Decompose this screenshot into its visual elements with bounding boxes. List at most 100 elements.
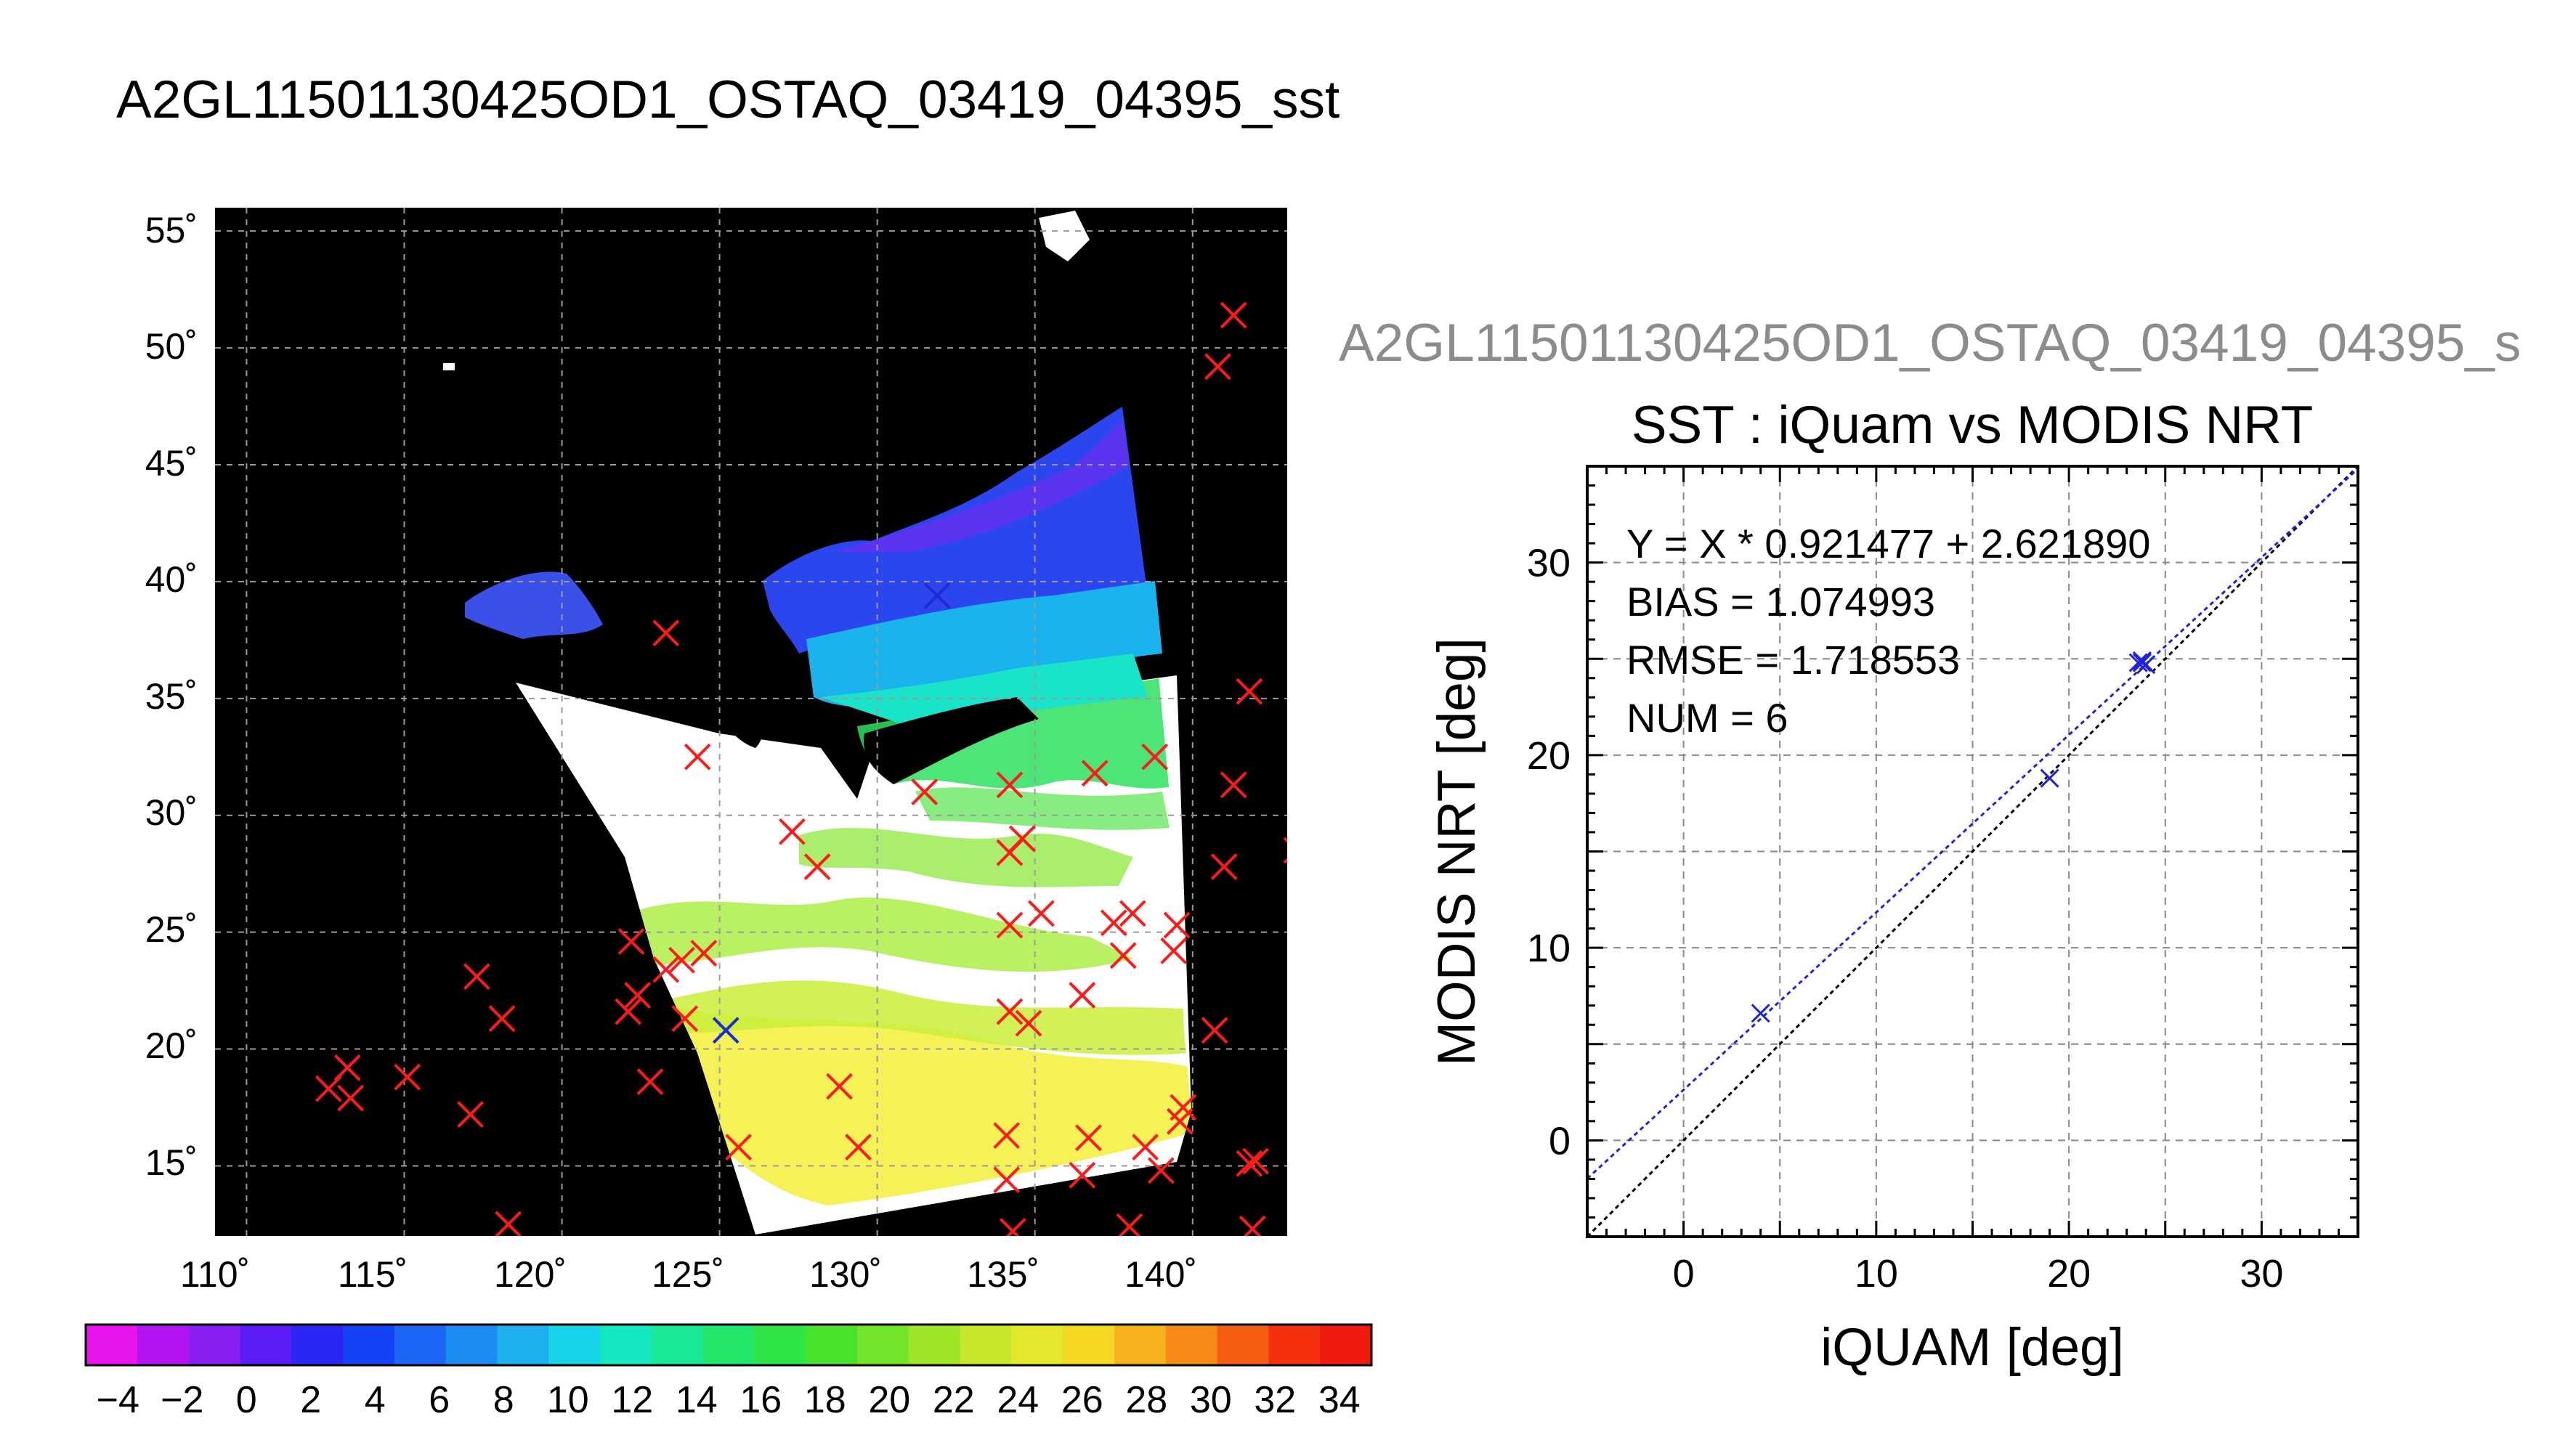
iquam-marker-stroke-b bbox=[996, 998, 1024, 1025]
colorbar-swatch bbox=[1011, 1325, 1063, 1365]
iquam-marker bbox=[845, 1134, 872, 1161]
colorbar-swatch bbox=[1114, 1325, 1167, 1365]
iquam-marker-stroke-b bbox=[652, 619, 680, 647]
scatter-lines bbox=[1587, 466, 2358, 1237]
iquam-marker bbox=[996, 771, 1024, 799]
iquam-marker-stroke-b bbox=[1119, 900, 1146, 927]
colorbar-swatch bbox=[394, 1325, 447, 1365]
matchup-marker-stroke-b bbox=[923, 582, 951, 609]
iquam-marker-stroke-b bbox=[617, 928, 645, 955]
iquam-marker bbox=[652, 619, 680, 647]
matchup-marker-stroke-b bbox=[712, 1017, 739, 1044]
scatter-points bbox=[1751, 651, 2156, 1023]
lon-tick-140: 140˚ bbox=[1124, 1254, 1197, 1295]
iquam-marker-stroke-b bbox=[1170, 1094, 1197, 1121]
colorbar-swatch bbox=[1063, 1325, 1115, 1365]
iquam-marker-stroke-b bbox=[1118, 1213, 1143, 1236]
iquam-marker bbox=[1075, 1124, 1102, 1152]
iquam-marker bbox=[333, 1054, 361, 1081]
lat-tick-40: 40˚ bbox=[145, 559, 198, 600]
iquam-marker-stroke-b bbox=[1236, 1150, 1263, 1177]
iquam-marker bbox=[1109, 942, 1137, 969]
iquam-marker-stroke-b bbox=[1201, 1017, 1228, 1044]
colorbar-swatch bbox=[754, 1325, 806, 1365]
colorbar-label: 6 bbox=[429, 1379, 450, 1421]
iquam-marker bbox=[1069, 982, 1096, 1009]
scatter-point bbox=[2128, 653, 2148, 672]
iquam-marker-stroke-b bbox=[1236, 678, 1263, 705]
iquam-marker-stroke-b bbox=[1242, 1147, 1270, 1175]
iquam-marker bbox=[615, 998, 642, 1025]
colorbar-label: 30 bbox=[1190, 1379, 1232, 1421]
iquam-marker bbox=[1236, 1150, 1263, 1177]
iquam-marker bbox=[993, 1122, 1021, 1150]
iquam-marker bbox=[803, 853, 831, 880]
iquam-marker-stroke-b bbox=[911, 778, 939, 805]
colorbar-label: 34 bbox=[1318, 1379, 1361, 1421]
iquam-marker-stroke-b bbox=[803, 853, 831, 880]
iquam-marker-stroke-b bbox=[1283, 858, 1287, 864]
scatter-title: SST : iQuam vs MODIS NRT bbox=[1632, 396, 2313, 455]
sst-band-a bbox=[654, 980, 1191, 1055]
colorbar-label: 12 bbox=[611, 1379, 653, 1421]
sst-band-b bbox=[625, 897, 1133, 972]
iquam-marker-stroke-b bbox=[1220, 301, 1247, 329]
lat-tick-25: 25˚ bbox=[145, 909, 198, 950]
iquam-marker-stroke-b bbox=[636, 1068, 664, 1096]
iquam-marker bbox=[495, 1211, 522, 1236]
colorbar-swatch bbox=[1320, 1325, 1372, 1365]
y-tick-labels: 0 10 20 30 bbox=[1527, 542, 1571, 1163]
iquam-marker bbox=[652, 956, 680, 983]
sst-map: 55˚ 50˚ 45˚ 40˚ 35˚ 30˚ 25˚ 20˚ 15˚ 110˚… bbox=[145, 208, 1287, 1295]
matchup-marker bbox=[712, 1017, 739, 1044]
iquam-marker bbox=[996, 998, 1024, 1025]
island-north bbox=[1039, 211, 1090, 261]
colorbar-swatch bbox=[1268, 1325, 1321, 1365]
iquam-marker bbox=[671, 1005, 699, 1033]
lat-tick-55: 55˚ bbox=[145, 210, 198, 251]
sst-cool-water bbox=[806, 581, 1162, 707]
iquam-marker bbox=[1160, 937, 1188, 964]
iquam-marker-stroke-a bbox=[1283, 837, 1287, 843]
iquam-marker-stroke-b bbox=[996, 771, 1024, 799]
sst-band-c bbox=[799, 828, 1133, 887]
iquam-marker-stroke-b bbox=[1069, 982, 1096, 1009]
iquam-marker-stroke-b bbox=[993, 1166, 1021, 1194]
x-tick-label: 0 bbox=[1673, 1252, 1695, 1296]
scatter-point-stroke-b bbox=[1751, 1004, 1770, 1023]
iquam-marker bbox=[690, 940, 718, 967]
japan-land bbox=[864, 697, 1039, 784]
iquam-marker bbox=[1236, 678, 1263, 705]
colorbar-swatch bbox=[600, 1325, 652, 1365]
iquam-marker-stroke-b bbox=[996, 839, 1024, 866]
colorbar-swatch bbox=[1165, 1325, 1218, 1365]
lat-tick-30: 30˚ bbox=[145, 792, 198, 833]
iquam-marker bbox=[1116, 1213, 1143, 1236]
iquam-marker bbox=[394, 1063, 421, 1091]
iquam-marker-stroke-b bbox=[1081, 760, 1109, 787]
iquam-marker-stroke-b bbox=[333, 1054, 361, 1081]
colorbar-swatch bbox=[1217, 1325, 1269, 1365]
x-tick-label: 10 bbox=[1855, 1252, 1898, 1296]
iquam-marker bbox=[725, 1134, 753, 1161]
iquam-marker-stroke-b bbox=[1160, 937, 1188, 964]
iquam-marker bbox=[617, 928, 645, 955]
y-tick-label: 10 bbox=[1527, 927, 1571, 970]
iquam-marker bbox=[488, 1005, 516, 1033]
colorbar-swatch bbox=[240, 1325, 292, 1365]
iquam-marker bbox=[1081, 760, 1109, 787]
colorbar-label: 0 bbox=[236, 1379, 257, 1421]
iquam-marker-stroke-b bbox=[394, 1063, 421, 1091]
colorbar-swatch bbox=[137, 1325, 190, 1365]
matchup-markers bbox=[712, 582, 951, 1044]
iquam-marker bbox=[1170, 1094, 1197, 1121]
iquam-marker bbox=[996, 911, 1024, 939]
lon-tick-120: 120˚ bbox=[494, 1254, 567, 1295]
iquam-marker-stroke-b bbox=[1109, 942, 1137, 969]
iquam-marker-stroke-b bbox=[1210, 853, 1238, 880]
iquam-marker-stroke-b bbox=[495, 1211, 522, 1236]
iquam-marker bbox=[337, 1084, 365, 1112]
lat-tick-35: 35˚ bbox=[145, 676, 198, 717]
